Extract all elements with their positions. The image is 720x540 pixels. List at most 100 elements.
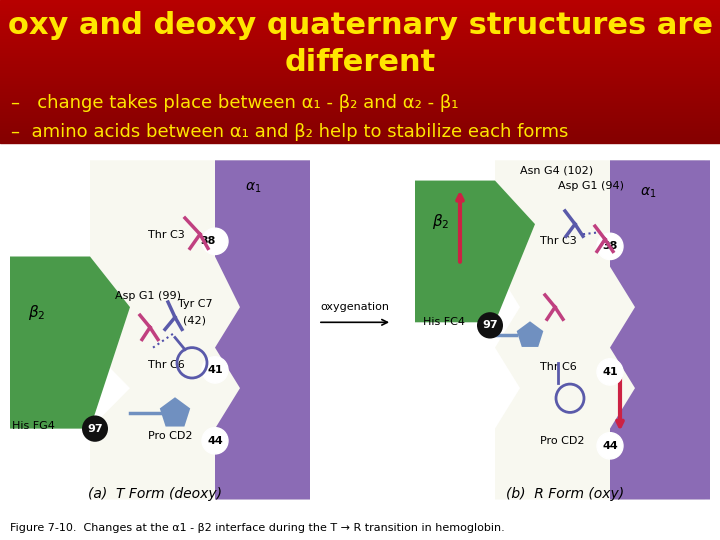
Bar: [0, 38, 720, 39]
Bar: [0, 21, 720, 22]
Polygon shape: [415, 180, 535, 322]
Bar: [0, 104, 720, 105]
Bar: [0, 70, 720, 71]
Text: $\alpha_1$: $\alpha_1$: [245, 181, 261, 195]
Bar: [0, 29, 720, 30]
Bar: [0, 101, 720, 102]
Bar: [0, 59, 720, 60]
Bar: [0, 93, 720, 94]
Bar: [0, 41, 720, 42]
Bar: [0, 31, 720, 32]
Text: 41: 41: [207, 365, 222, 375]
Bar: [0, 137, 720, 138]
Bar: [0, 86, 720, 87]
Bar: [0, 108, 720, 109]
Bar: [0, 123, 720, 124]
Text: different: different: [284, 49, 436, 77]
Polygon shape: [495, 160, 705, 500]
Bar: [0, 13, 720, 14]
Bar: [0, 124, 720, 125]
Text: Figure 7-10.  Changes at the α1 - β2 interface during the T → R transition in he: Figure 7-10. Changes at the α1 - β2 inte…: [10, 523, 505, 533]
Bar: [0, 109, 720, 110]
Bar: [0, 106, 720, 107]
Bar: [0, 138, 720, 139]
Bar: [0, 69, 720, 70]
Bar: [0, 58, 720, 59]
Bar: [0, 119, 720, 120]
Bar: [0, 53, 720, 55]
Text: –   change takes place between α₁ - β₂ and α₂ - β₁: – change takes place between α₁ - β₂ and…: [11, 94, 459, 112]
Text: His FG4: His FG4: [12, 421, 55, 430]
Bar: [0, 60, 720, 61]
Bar: [0, 130, 720, 131]
Bar: [0, 46, 720, 47]
Bar: [0, 2, 720, 3]
Bar: [0, 100, 720, 101]
Bar: [0, 33, 720, 35]
Bar: [0, 129, 720, 130]
Bar: [0, 135, 720, 136]
Bar: [0, 141, 720, 143]
Circle shape: [202, 228, 228, 254]
Bar: [0, 140, 720, 141]
Text: Pro CD2: Pro CD2: [540, 436, 585, 446]
Bar: [0, 8, 720, 9]
Bar: [0, 114, 720, 115]
Bar: [0, 9, 720, 10]
Bar: [0, 35, 720, 36]
Bar: [0, 116, 720, 117]
Bar: [0, 3, 720, 4]
Bar: [0, 25, 720, 26]
Bar: [0, 32, 720, 33]
Text: Thr C6: Thr C6: [148, 360, 185, 370]
Bar: [0, 103, 720, 104]
Bar: [0, 11, 720, 12]
Polygon shape: [10, 256, 130, 429]
Text: (b)  R Form (oxy): (b) R Form (oxy): [506, 488, 624, 502]
Text: Asp G1 (99): Asp G1 (99): [115, 291, 181, 301]
Bar: [0, 26, 720, 27]
Bar: [0, 128, 720, 129]
Text: His FC4: His FC4: [423, 318, 465, 327]
Bar: [0, 30, 720, 31]
Bar: [0, 55, 720, 56]
Text: 41: 41: [602, 367, 618, 377]
Bar: [0, 121, 720, 122]
Bar: [0, 126, 720, 127]
Bar: [0, 125, 720, 126]
Bar: [0, 136, 720, 137]
Bar: [0, 39, 720, 40]
Bar: [0, 42, 720, 43]
Text: Thr C3: Thr C3: [148, 230, 185, 240]
Text: Asn G4 (102): Asn G4 (102): [520, 165, 593, 176]
Bar: [0, 102, 720, 103]
Bar: [0, 56, 720, 57]
Text: –  amino acids between α₁ and β₂ help to stabilize each forms: – amino acids between α₁ and β₂ help to …: [11, 123, 568, 140]
Bar: [0, 51, 720, 52]
Bar: [0, 6, 720, 7]
Bar: [0, 52, 720, 53]
Bar: [0, 91, 720, 92]
Bar: [0, 88, 720, 89]
Bar: [0, 23, 720, 24]
Bar: [0, 1, 720, 2]
Bar: [0, 78, 720, 79]
Text: oxygenation: oxygenation: [320, 302, 390, 312]
Bar: [0, 71, 720, 72]
Text: Thr C3: Thr C3: [540, 237, 577, 246]
Bar: [0, 110, 720, 111]
Bar: [0, 0, 720, 1]
Polygon shape: [517, 321, 544, 347]
Bar: [0, 66, 720, 68]
Bar: [0, 127, 720, 128]
Bar: [0, 72, 720, 73]
Text: $\beta_2$: $\beta_2$: [28, 303, 45, 322]
Bar: [0, 40, 720, 41]
Bar: [0, 95, 720, 96]
Bar: [0, 18, 720, 19]
Bar: [0, 83, 720, 84]
Bar: [0, 99, 720, 100]
Polygon shape: [90, 160, 310, 500]
Circle shape: [477, 312, 503, 339]
Circle shape: [597, 359, 623, 385]
